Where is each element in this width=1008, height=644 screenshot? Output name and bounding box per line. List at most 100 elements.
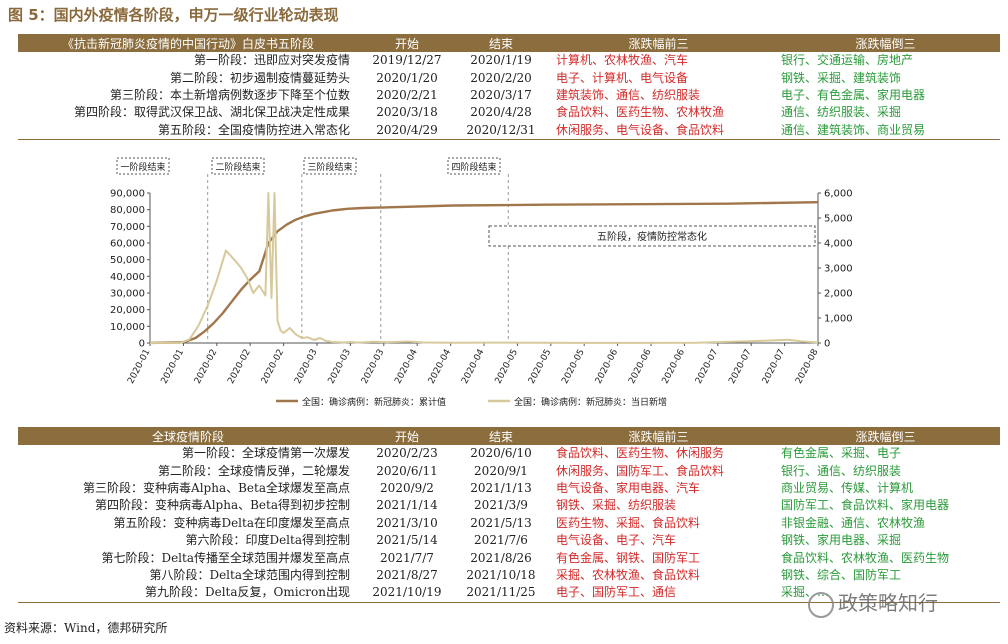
covid-cases-chart: 0 10,000 20,000 30,000 40,000 50,000 60,000 70,… — [110, 157, 853, 408]
top3-cell: 电气设备、家用电器、汽车 — [556, 480, 701, 495]
x-axis-tick-label: 2020-03 — [360, 348, 386, 386]
end-date-cell: 2021/11/25 — [456, 584, 546, 603]
top3-cell: 电子、计算机、电气设备 — [556, 70, 689, 85]
left-axis-tick-label: 20,000 — [110, 305, 145, 316]
x-axis-tick-label: 2020-06 — [594, 347, 621, 385]
right-axis-tick-label: 6,000 — [824, 189, 853, 200]
left-axis-tick-label: 70,000 — [110, 222, 145, 233]
table-row: 第五阶段：变种病毒Delta在印度爆发至高点 2021/3/10 2021/5/13… — [18, 515, 1000, 532]
x-axis-tick-label: 2020-02 — [226, 348, 252, 386]
end-date-cell: 2020/3/17 — [470, 87, 532, 102]
left-axis-tick-label: 40,000 — [110, 272, 145, 283]
x-axis-tick-label: 2020-04 — [393, 347, 420, 385]
top3-cell: 电子、国防军工、通信 — [546, 584, 771, 603]
x-axis-tick-label: 2020-04 — [427, 347, 454, 385]
x-axis-tick-label: 2020-05 — [527, 348, 553, 386]
phase-cell: 第二阶段：全球疫情反弹，二轮爆发 — [157, 463, 350, 478]
left-axis-tick-label: 0 — [139, 339, 145, 350]
column-header: 开始 — [358, 427, 456, 445]
end-date-cell: 2020/12/31 — [456, 121, 546, 140]
table-row: 第四阶段：变种病毒Alpha、Beta得到初步控制 2021/1/14 2021/3… — [18, 497, 1000, 514]
top3-cell: 休闲服务、电气设备、食品饮料 — [546, 121, 771, 140]
phase-end-label: 二阶段结束 — [215, 161, 260, 173]
top3-cell: 建筑装饰、通信、纺织服装 — [556, 87, 701, 102]
phase-cell: 第二阶段：初步遏制疫情蔓延势头 — [169, 70, 350, 85]
top3-cell: 采掘、农林牧渔、食品饮料 — [556, 567, 701, 582]
left-axis-tick-label: 80,000 — [110, 205, 145, 216]
start-date-cell: 2021/7/7 — [380, 550, 434, 565]
bottom3-cell: 银行、交通运输、房地产 — [781, 53, 914, 68]
legend-label: 全国：确诊病例：新冠肺炎：当日新增 — [514, 396, 667, 408]
end-date-cell: 2021/7/6 — [474, 533, 528, 548]
bottom3-cell: 非银金融、通信、农林牧渔 — [781, 515, 926, 530]
phase5-annotation-box — [488, 225, 816, 247]
top3-cell: 有色金属、钢铁、国防军工 — [556, 550, 701, 565]
cumulative-cases-line — [149, 201, 819, 345]
legend-label: 全国：确诊病例：新冠肺炎：累计值 — [302, 396, 446, 408]
global-phases-table: 全球疫情阶段 开始 结束 涨跌幅前三 涨跌幅倒三 第一阶段：全球疫情第一次爆发 2… — [18, 427, 1000, 603]
start-date-cell: 2021/5/14 — [376, 533, 438, 548]
left-axis-tick-label: 60,000 — [110, 239, 145, 250]
start-date-cell: 2020/2/21 — [376, 87, 438, 102]
wechat-icon — [808, 591, 834, 618]
table-row: 第三阶段：变种病毒Alpha、Beta全球爆发至高点 2020/9/2 2021/1… — [18, 480, 1000, 497]
x-axis-tick-label: 2020-06 — [627, 347, 654, 385]
top3-cell: 休闲服务、国防军工、食品饮料 — [556, 463, 725, 478]
phase-cell: 第五阶段：变种病毒Delta在印度爆发至高点 — [113, 515, 350, 530]
phase-end-label-box — [303, 157, 357, 175]
domestic-phases-table: 《抗击新冠肺炎疫情的中国行动》白皮书五阶段 开始 结束 涨跌幅前三 涨跌幅倒三 … — [18, 34, 1000, 140]
bottom3-cell: 通信、建筑装饰、商业贸易 — [771, 121, 1000, 140]
start-date-cell: 2020/6/11 — [376, 463, 438, 478]
end-date-cell: 2021/8/26 — [470, 550, 532, 565]
bottom3-cell: 钢铁、综合、国防军工 — [781, 567, 902, 582]
phase-end-label: 四阶段结束 — [451, 161, 496, 173]
x-axis-tick-label: 2020-01 — [126, 348, 152, 386]
start-date-cell: 2021/1/14 — [376, 498, 438, 513]
column-header: 全球疫情阶段 — [18, 427, 358, 445]
end-date-cell: 2020/1/19 — [470, 53, 532, 68]
top3-cell: 计算机、农林牧渔、汽车 — [556, 53, 689, 68]
bottom3-cell: 商业贸易、传媒、计算机 — [781, 480, 914, 495]
top3-cell: 电气设备、电子、汽车 — [556, 533, 677, 548]
right-axis-tick-label: 4,000 — [824, 239, 853, 250]
top3-cell: 食品饮料、医药生物、休闲服务 — [556, 446, 725, 461]
table-header-row: 《抗击新冠肺炎疫情的中国行动》白皮书五阶段 开始 结束 涨跌幅前三 涨跌幅倒三 — [18, 34, 1000, 52]
left-axis-tick-label: 50,000 — [110, 255, 145, 266]
phase-cell: 第三阶段：本土新增病例数逐步下降至个位数 — [109, 87, 350, 102]
column-header: 《抗击新冠肺炎疫情的中国行动》白皮书五阶段 — [18, 34, 358, 52]
left-axis-tick-label: 90,000 — [110, 189, 145, 200]
bottom3-cell: 电子、有色金属、家用电器 — [781, 87, 926, 102]
column-header: 结束 — [456, 34, 546, 52]
start-date-cell: 2020/2/23 — [376, 446, 438, 461]
phase-cell: 第五阶段：全国疫情防控进入常态化 — [18, 121, 358, 140]
phase-cell: 第三阶段：变种病毒Alpha、Beta全球爆发至高点 — [83, 480, 350, 495]
x-axis-tick-label: 2020-02 — [193, 348, 219, 386]
right-axis-tick-label: 0 — [824, 339, 830, 350]
phase-cell: 第六阶段：印度Delta得到控制 — [185, 533, 350, 548]
top3-cell: 钢铁、采掘、纺织服装 — [556, 498, 677, 513]
table-row: 第四阶段：取得武汉保卫战、湖北保卫战决定性成果 2020/3/18 2020/4/2… — [18, 104, 1000, 121]
left-axis-tick-label: 30,000 — [110, 289, 145, 300]
start-date-cell: 2020/3/18 — [376, 105, 438, 120]
start-date-cell: 2021/8/27 — [376, 567, 438, 582]
end-date-cell: 2020/6/10 — [470, 446, 532, 461]
phase5-annotation: 五阶段，疫情防控常态化 — [597, 230, 707, 243]
start-date-cell: 2021/3/10 — [376, 515, 438, 530]
table-row: 第七阶段：Delta传播至全球范围并爆发至高点 2021/7/7 2021/8/26… — [18, 549, 1000, 566]
x-axis-tick-label: 2020-07 — [694, 348, 720, 386]
phase-cell: 第一阶段：迅即应对突发疫情 — [193, 53, 350, 68]
phase-end-label-box — [447, 157, 501, 175]
table-row: 第一阶段：迅即应对突发疫情 2019/12/27 2020/1/19 计算机、农林牧渔… — [18, 52, 1000, 69]
top3-cell: 食品饮料、医药生物、农林牧渔 — [556, 105, 725, 120]
daily-new-cases-line — [149, 192, 819, 344]
start-date-cell: 2021/10/19 — [358, 584, 456, 603]
bottom3-cell: 银行、通信、纺织服装 — [781, 463, 902, 478]
right-axis-tick-label: 3,000 — [824, 264, 853, 275]
column-header: 涨跌幅倒三 — [771, 34, 1000, 52]
watermark-text: 政策略知行 — [838, 591, 938, 615]
x-axis-tick-label: 2020-01 — [160, 348, 186, 386]
right-axis-tick-label: 5,000 — [824, 214, 853, 225]
bottom3-cell: 钢铁、采掘、建筑装饰 — [781, 70, 902, 85]
phase-cell: 第一阶段：全球疫情第一次爆发 — [181, 446, 350, 461]
bottom3-cell: 食品饮料、农林牧渔、医药生物 — [781, 550, 950, 565]
